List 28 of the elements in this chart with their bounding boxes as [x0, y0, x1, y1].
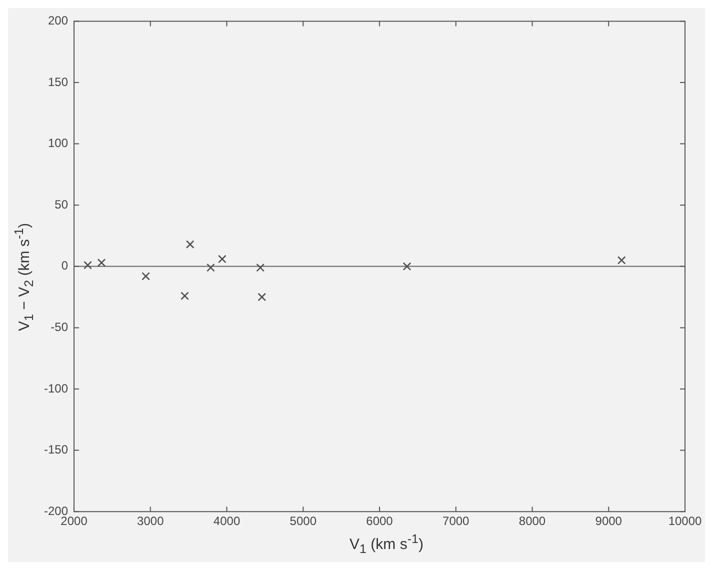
y-tick-label: 200: [48, 14, 68, 28]
point: [180, 292, 189, 300]
point: [402, 262, 412, 271]
x-tick-label: 5000: [290, 514, 317, 528]
point: [97, 258, 106, 267]
point: [206, 263, 215, 272]
point: [84, 260, 92, 270]
x-tick-label: 10000: [668, 514, 702, 528]
point: [186, 240, 194, 249]
x-tick-label: 9000: [595, 514, 622, 528]
y-tick-label: -150: [44, 442, 68, 457]
y-tick-label: -100: [44, 381, 68, 396]
point: [142, 272, 150, 280]
point: [256, 263, 265, 272]
x-tick-label: 6000: [366, 514, 394, 528]
point: [258, 292, 266, 302]
x-tick-label: 8000: [518, 514, 546, 528]
x-tick-label: 3000: [137, 514, 164, 528]
x-axis-title: V$_{1}$ (km s$^{-1}$): [348, 532, 424, 556]
x-tick-label: 4000: [213, 514, 240, 528]
point: [617, 256, 626, 264]
y-tick-label: -50: [50, 320, 68, 334]
y-tick-label: 100: [48, 136, 68, 150]
y-tick-label: 150: [48, 74, 68, 89]
x-tick-label: 7000: [442, 514, 470, 528]
y-tick-label: 50: [54, 197, 68, 212]
y-tick-label: 0: [61, 258, 68, 273]
point: [218, 254, 226, 264]
